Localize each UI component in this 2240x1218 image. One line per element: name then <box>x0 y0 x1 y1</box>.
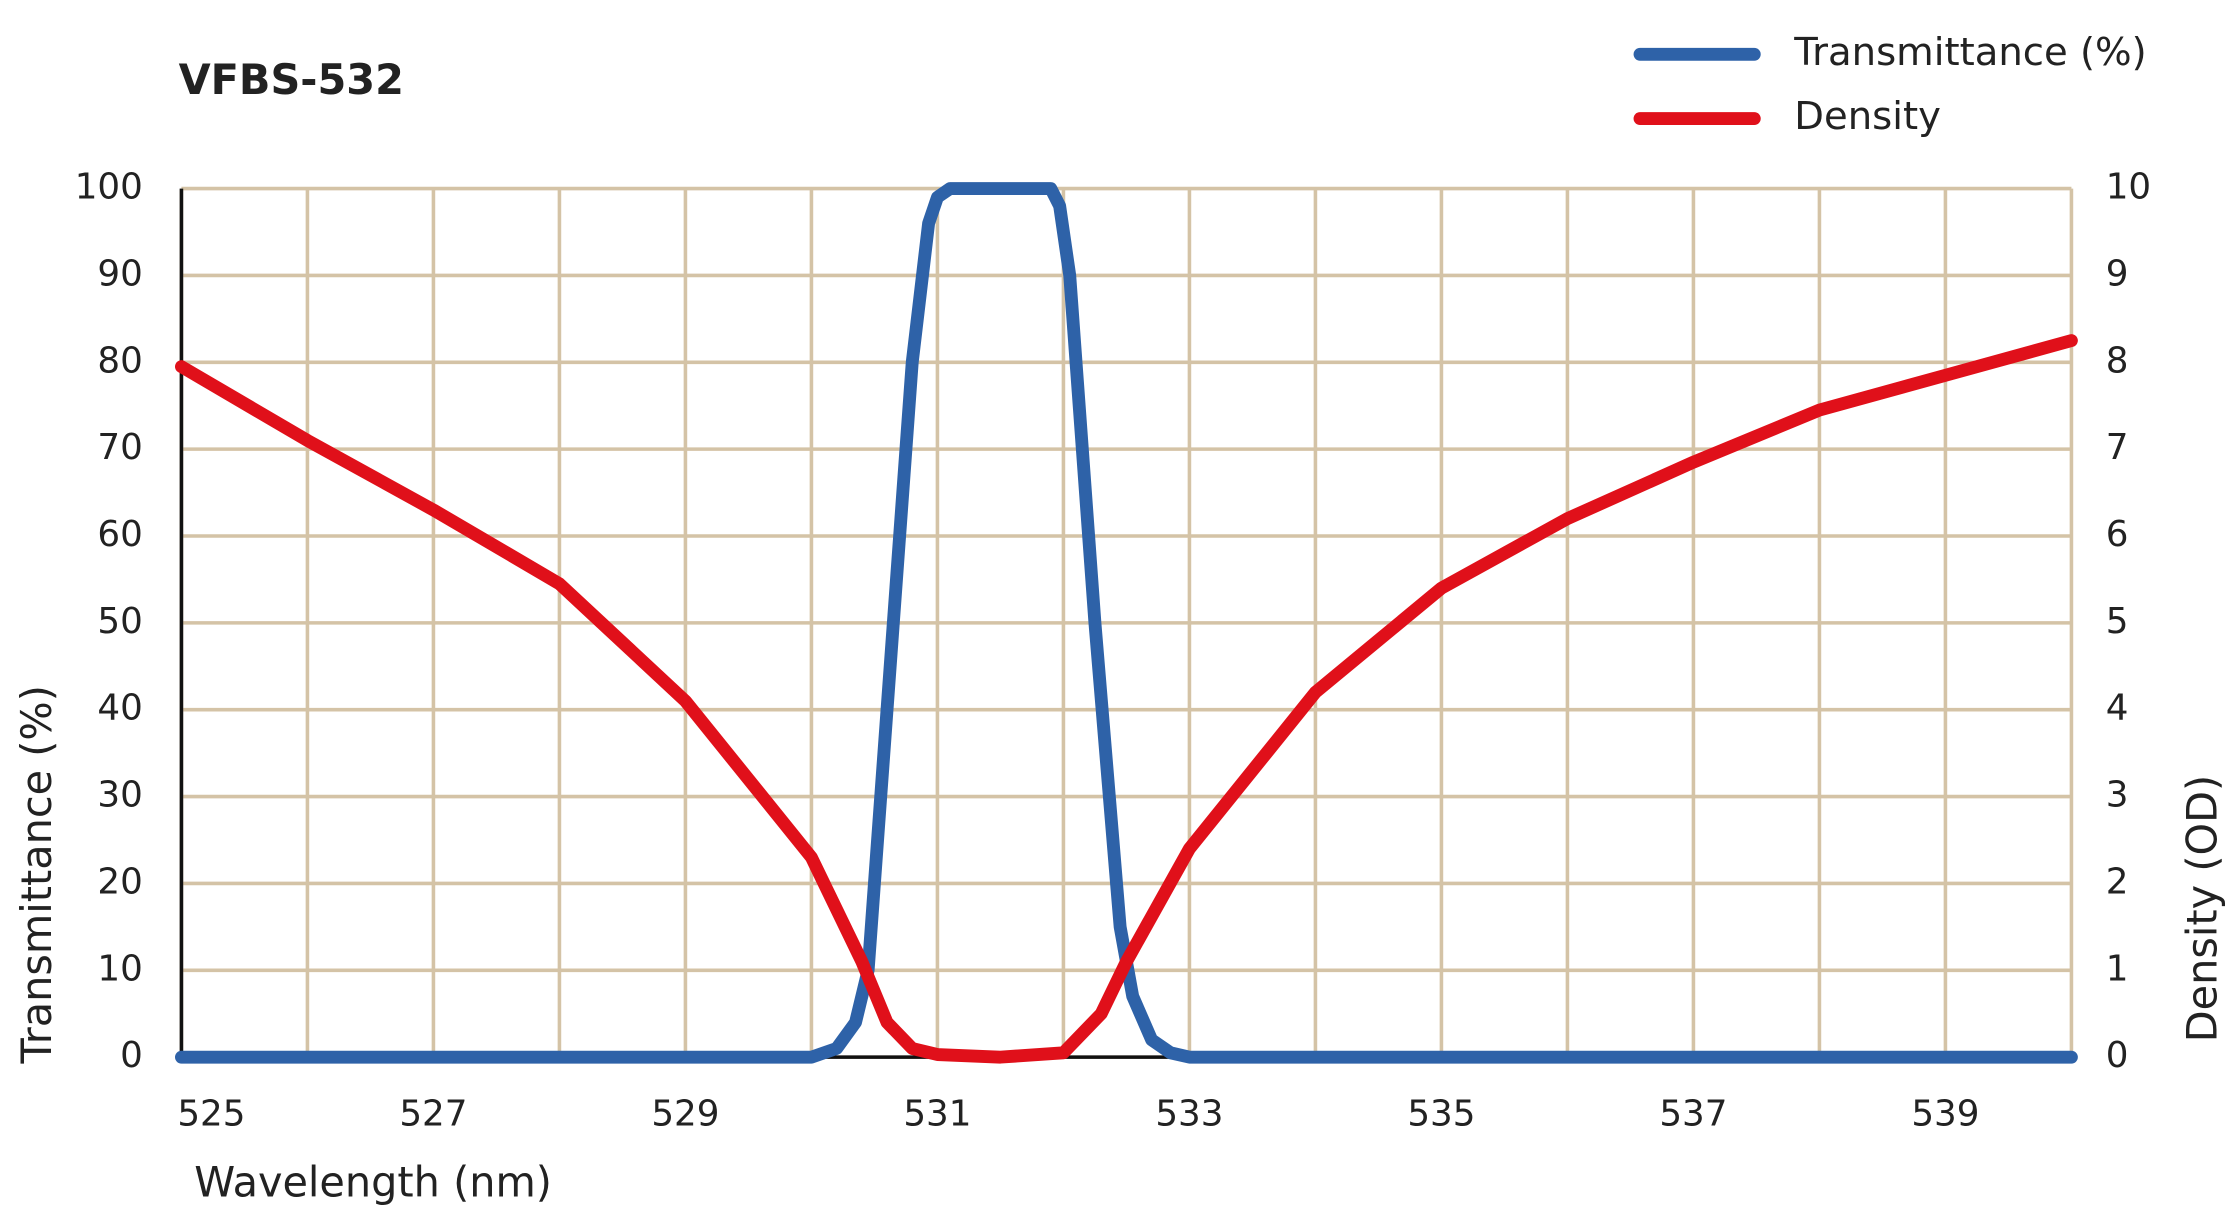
y-tick-label: 0 <box>120 1035 143 1076</box>
x-tick-label: 535 <box>1407 1094 1475 1135</box>
y2-tick-label: 5 <box>2106 601 2129 642</box>
x-tick-label: 525 <box>177 1094 245 1135</box>
y2-tick-label: 4 <box>2106 688 2129 729</box>
x-axis-label: Wavelength (nm) <box>194 1159 552 1207</box>
y2-tick-label: 10 <box>2106 167 2151 208</box>
x-tick-label: 539 <box>1911 1094 1979 1135</box>
y-tick-label: 90 <box>97 253 142 294</box>
y2-tick-label: 0 <box>2106 1035 2129 1076</box>
x-tick-label: 529 <box>651 1094 719 1135</box>
y-tick-label: 30 <box>97 775 142 816</box>
x-tick-label: 533 <box>1155 1094 1223 1135</box>
chart-title: VFBS-532 <box>179 56 404 104</box>
y2-tick-label: 3 <box>2106 775 2129 816</box>
x-tick-label: 527 <box>399 1094 467 1135</box>
y2-tick-label: 2 <box>2106 861 2129 902</box>
legend-label: Transmittance (%) <box>1793 30 2146 75</box>
y-tick-label: 80 <box>97 340 142 381</box>
y-tick-label: 10 <box>97 948 142 989</box>
x-tick-label: 531 <box>903 1094 971 1135</box>
y-tick-label: 60 <box>97 514 142 555</box>
line-series <box>175 334 2078 1064</box>
y-tick-label: 50 <box>97 601 142 642</box>
y2-tick-label: 1 <box>2106 948 2129 989</box>
y2-tick-label: 6 <box>2106 514 2129 555</box>
y-tick-label: 40 <box>97 688 142 729</box>
x-tick-label: 537 <box>1659 1094 1727 1135</box>
y-tick-label: 70 <box>97 427 142 468</box>
y2-axis-label: Density (OD) <box>2179 775 2227 1042</box>
legend-label: Density <box>1794 94 1941 139</box>
y-axis-label: Transmittance (%) <box>13 685 61 1064</box>
line-series <box>175 182 2078 1064</box>
y2-tick-label: 7 <box>2106 427 2129 468</box>
y-tick-label: 100 <box>75 167 143 208</box>
y2-tick-label: 8 <box>2106 340 2129 381</box>
y-tick-label: 20 <box>97 861 142 902</box>
y2-tick-label: 9 <box>2106 253 2129 294</box>
